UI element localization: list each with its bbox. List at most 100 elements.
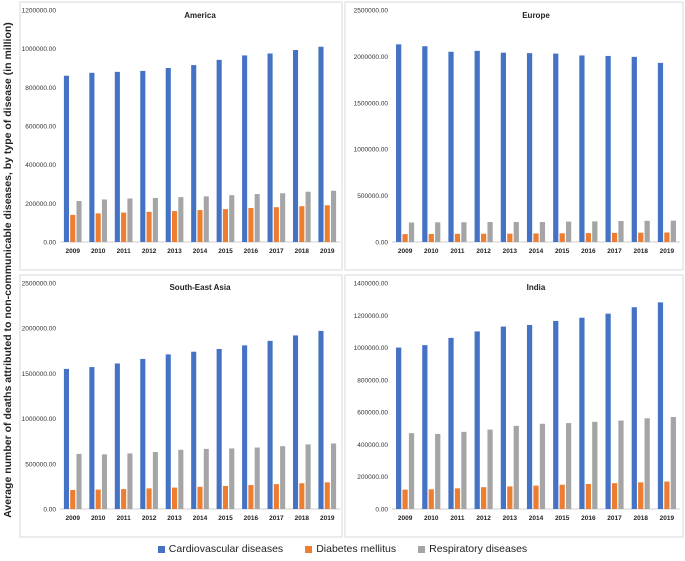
x-tick-label: 2013 (167, 248, 182, 255)
x-tick-label: 2019 (320, 515, 335, 522)
x-tick-label: 2016 (581, 248, 596, 255)
bar-respiratory-diseases-2016 (254, 194, 260, 242)
bar-diabetes-mellitus-2017 (273, 484, 279, 509)
x-tick-label: 2017 (269, 515, 284, 522)
bar-respiratory-diseases-2019 (670, 220, 676, 242)
panel-frame (19, 274, 343, 538)
bar-cardiovascular-diseases-2015 (216, 348, 222, 509)
legend: Cardiovascular diseases Diabetes mellitu… (0, 540, 685, 558)
bar-diabetes-mellitus-2014 (197, 210, 203, 242)
y-tick-label: 2500000.00 (354, 8, 389, 15)
x-tick-label: 2012 (142, 515, 157, 522)
y-tick-label: 1500000.00 (354, 100, 389, 107)
y-tick-label: 2000000.00 (354, 54, 389, 61)
bar-respiratory-diseases-2013 (513, 425, 519, 509)
y-tick-label: 400000.00 (357, 442, 388, 449)
legend-item-respiratory: Respiratory diseases (418, 543, 527, 555)
x-tick-label: 2016 (581, 515, 596, 522)
bar-cardiovascular-diseases-2016 (242, 55, 248, 242)
y-tick-label: 1200000.00 (22, 8, 57, 15)
bar-diabetes-mellitus-2013 (507, 486, 513, 509)
bar-diabetes-mellitus-2015 (559, 233, 565, 242)
bar-respiratory-diseases-2010 (435, 433, 441, 509)
x-tick-label: 2018 (295, 515, 310, 522)
x-tick-label: 2018 (295, 248, 310, 255)
bar-cardiovascular-diseases-2009 (63, 75, 69, 242)
bar-cardiovascular-diseases-2010 (422, 46, 428, 242)
bar-diabetes-mellitus-2015 (559, 484, 565, 509)
bar-diabetes-mellitus-2015 (222, 209, 228, 242)
chart-title: America (184, 11, 216, 20)
bar-cardiovascular-diseases-2013 (165, 68, 171, 242)
bar-diabetes-mellitus-2014 (533, 233, 539, 242)
bar-cardiovascular-diseases-2017 (267, 53, 273, 242)
y-tick-label: 1500000.00 (22, 371, 57, 378)
bar-respiratory-diseases-2009 (408, 222, 415, 242)
bar-cardiovascular-diseases-2011 (448, 337, 454, 509)
bar-diabetes-mellitus-2009 (70, 490, 76, 509)
bar-diabetes-mellitus-2015 (222, 485, 228, 509)
legend-swatch-respiratory (418, 545, 426, 553)
x-tick-label: 2009 (398, 248, 413, 255)
chart-panel-india: India 0.00 200000.00 400000.00 600000.00 8000… (344, 274, 684, 538)
bar-diabetes-mellitus-2018 (299, 483, 305, 509)
bar-respiratory-diseases-2019 (331, 443, 337, 509)
bar-diabetes-mellitus-2018 (299, 206, 305, 242)
bar-cardiovascular-diseases-2018 (292, 335, 299, 509)
y-tick-label: 0.00 (43, 240, 56, 247)
bar-cardiovascular-diseases-2011 (448, 51, 454, 243)
chart-panel-america: America 0.00 200000.00 400000.00 600000.00 80… (19, 1, 343, 271)
x-tick-label: 2017 (269, 248, 284, 255)
bar-cardiovascular-diseases-2017 (267, 340, 273, 509)
bar-diabetes-mellitus-2013 (507, 233, 513, 242)
y-tick-label: 0.00 (375, 240, 388, 247)
x-tick-label: 2009 (65, 248, 80, 255)
x-tick-label: 2019 (320, 248, 335, 255)
y-tick-label: 600000.00 (25, 124, 56, 131)
bar-respiratory-diseases-2017 (618, 420, 624, 509)
x-tick-label: 2012 (476, 515, 491, 522)
bar-diabetes-mellitus-2019 (324, 482, 330, 509)
bar-respiratory-diseases-2011 (461, 431, 467, 509)
chart-panel-europe: Europe 0.00 500000.00 1000000.00 1500000.00 2… (344, 1, 684, 271)
bar-respiratory-diseases-2018 (644, 220, 650, 242)
bar-diabetes-mellitus-2013 (172, 211, 178, 242)
bar-diabetes-mellitus-2011 (454, 233, 461, 242)
bar-respiratory-diseases-2019 (670, 416, 676, 509)
x-tick-label: 2013 (503, 248, 518, 255)
bar-cardiovascular-diseases-2011 (114, 363, 120, 509)
bar-respiratory-diseases-2013 (178, 449, 184, 509)
legend-swatch-cardiovascular (157, 545, 165, 553)
bar-diabetes-mellitus-2009 (402, 234, 408, 242)
x-tick-label: 2015 (555, 515, 570, 522)
bar-cardiovascular-diseases-2017 (605, 313, 611, 509)
x-tick-label: 2014 (529, 248, 544, 255)
bar-respiratory-diseases-2017 (618, 221, 624, 242)
bar-diabetes-mellitus-2018 (638, 232, 644, 242)
x-tick-label: 2014 (529, 515, 544, 522)
y-tick-label: 1000000.00 (22, 46, 57, 53)
y-tick-label: 400000.00 (25, 162, 56, 169)
x-tick-label: 2011 (450, 515, 464, 522)
x-tick-label: 2010 (424, 515, 439, 522)
bar-respiratory-diseases-2012 (152, 452, 158, 509)
y-tick-label: 1000000.00 (354, 147, 389, 154)
bar-cardiovascular-diseases-2011 (114, 71, 120, 242)
bar-cardiovascular-diseases-2015 (216, 59, 222, 242)
x-tick-label: 2010 (91, 248, 106, 255)
bar-diabetes-mellitus-2018 (638, 482, 644, 509)
x-tick-label: 2014 (193, 515, 208, 522)
bar-diabetes-mellitus-2011 (121, 212, 127, 242)
legend-label-respiratory: Respiratory diseases (429, 543, 528, 555)
bar-cardiovascular-diseases-2010 (89, 72, 95, 242)
bar-respiratory-diseases-2016 (592, 421, 598, 509)
legend-item-cardiovascular: Cardiovascular diseases (157, 543, 283, 555)
bar-respiratory-diseases-2014 (203, 448, 209, 509)
x-tick-label: 2013 (503, 515, 518, 522)
x-tick-label: 2011 (117, 248, 131, 255)
bar-respiratory-diseases-2017 (280, 193, 286, 242)
bar-cardiovascular-diseases-2019 (657, 62, 664, 243)
panel-frame (19, 1, 343, 271)
bar-respiratory-diseases-2010 (101, 454, 108, 509)
